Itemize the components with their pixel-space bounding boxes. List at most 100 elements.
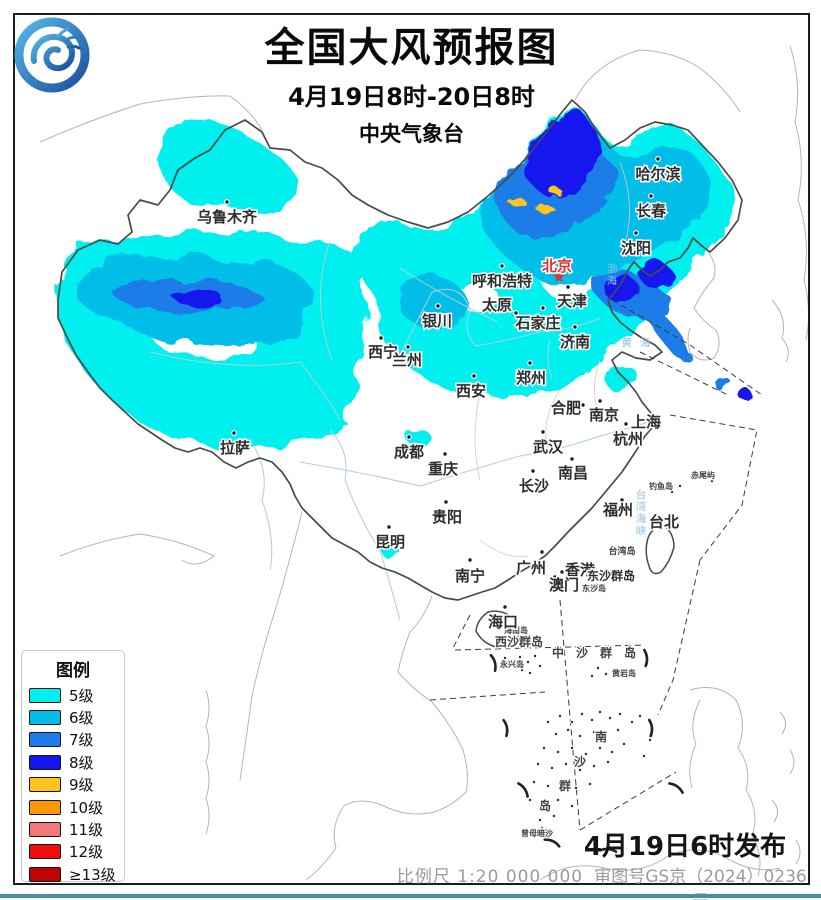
wind-area-level-5 <box>404 427 430 446</box>
city-label: 海口 <box>488 613 518 631</box>
island-dot <box>710 478 715 483</box>
island-dot <box>552 814 557 819</box>
sea-label: 渤海 <box>607 262 618 287</box>
island-dot <box>598 710 603 715</box>
city-label: 成都 <box>394 443 424 461</box>
map-frame-border <box>13 13 810 885</box>
nine-dash-segment <box>643 648 649 668</box>
city-label: 济南 <box>560 333 590 351</box>
small-island-label: 台湾岛 <box>608 545 635 557</box>
city-label: 福州 <box>602 501 633 519</box>
city-dot <box>435 303 441 309</box>
city-label: 太原 <box>482 296 512 314</box>
island-dot <box>566 728 571 733</box>
city-dot <box>652 524 658 530</box>
wind-area-level-5 <box>158 120 297 213</box>
wind-area-level-9 <box>550 189 564 197</box>
island-dot <box>604 734 609 739</box>
capital-star-icon <box>553 271 565 282</box>
nine-dash-arcs <box>489 648 684 853</box>
city-dot <box>565 284 571 290</box>
city-label: 香港 <box>565 561 596 579</box>
wind-shading-layer <box>56 105 755 558</box>
island-dot <box>556 750 561 755</box>
legend-item: 6级 <box>22 706 124 728</box>
wind-area-level-8 <box>173 290 223 308</box>
island-dot <box>598 746 603 751</box>
legend-item: 9级 <box>22 774 124 796</box>
island-dot <box>502 656 507 661</box>
island-dot <box>546 720 551 725</box>
small-island-label: 中沙群岛 <box>552 645 648 660</box>
island-dot <box>570 746 575 751</box>
city-label: 银川 <box>422 312 452 330</box>
nine-dash-segment <box>517 782 529 798</box>
island-dot <box>560 780 565 785</box>
city-dot <box>224 199 230 205</box>
island-dot <box>596 666 601 671</box>
city-label: 北京 <box>542 257 572 275</box>
city-label: 拉萨 <box>220 439 250 457</box>
legend-item: 5级 <box>22 684 124 706</box>
legend-swatch <box>29 777 61 793</box>
legend-label: 5级 <box>69 686 94 705</box>
small-island-label: 永兴岛 <box>499 659 524 669</box>
island-dot <box>550 766 555 771</box>
city-dot <box>406 434 412 440</box>
small-island-label: 群 <box>558 778 571 793</box>
legend-label: 11级 <box>69 821 104 840</box>
city-dot <box>405 344 411 350</box>
legend-swatch <box>29 799 61 815</box>
legend-swatch <box>29 844 61 860</box>
island-dot <box>610 750 615 755</box>
island-dot <box>642 754 647 759</box>
small-island-label: 西沙群岛 <box>495 634 543 649</box>
bottom-color-strip <box>0 894 821 898</box>
wind-area-level-5 <box>380 543 398 558</box>
legend-label: 9级 <box>69 776 94 795</box>
island-dot <box>528 671 533 676</box>
china-boundary <box>57 99 743 601</box>
city-dot <box>633 230 639 236</box>
city-dot <box>231 430 237 436</box>
legend-swatch <box>29 754 61 770</box>
nine-dash-segment <box>543 838 561 848</box>
island-dot <box>606 760 611 765</box>
island-dot <box>678 483 683 488</box>
small-island-label: 钓鱼岛 <box>649 481 673 491</box>
island-dot <box>638 714 643 719</box>
island-dot <box>546 784 551 789</box>
legend-label: 6级 <box>69 709 94 728</box>
city-label: 合肥 <box>550 399 581 417</box>
island-dot <box>518 655 523 660</box>
island-dots <box>502 478 715 831</box>
island-dot <box>542 746 547 751</box>
island-dot <box>622 742 627 747</box>
legend-item: 7级 <box>22 729 124 751</box>
province-boundaries <box>149 161 630 558</box>
small-island-label: 岛 <box>539 798 551 813</box>
city-label: 哈尔滨 <box>635 165 680 183</box>
island-dot <box>536 762 541 767</box>
city-label: 天津 <box>557 292 587 310</box>
city-dot <box>513 310 519 316</box>
legend-title: 图例 <box>56 661 90 681</box>
city-label: 南宁 <box>455 567 485 585</box>
island-dot <box>616 728 621 733</box>
city-label: 沈阳 <box>621 239 651 257</box>
small-island-label: 赤尾屿 <box>691 470 715 480</box>
wind-area-level-8 <box>639 261 673 290</box>
city-dot <box>559 569 565 575</box>
city-label: 杭州 <box>613 430 643 448</box>
sea-label: 台湾海峡 <box>636 488 647 537</box>
legend-swatch <box>29 822 61 838</box>
small-island-label: 曾母暗沙 <box>521 828 553 838</box>
island-dot <box>590 674 595 679</box>
small-island-label: 东沙岛 <box>582 583 606 593</box>
city-label: 长沙 <box>519 477 549 495</box>
island-dot <box>558 714 563 719</box>
city-dot <box>502 604 508 610</box>
island-dot <box>630 720 635 725</box>
city-dot <box>572 324 578 330</box>
